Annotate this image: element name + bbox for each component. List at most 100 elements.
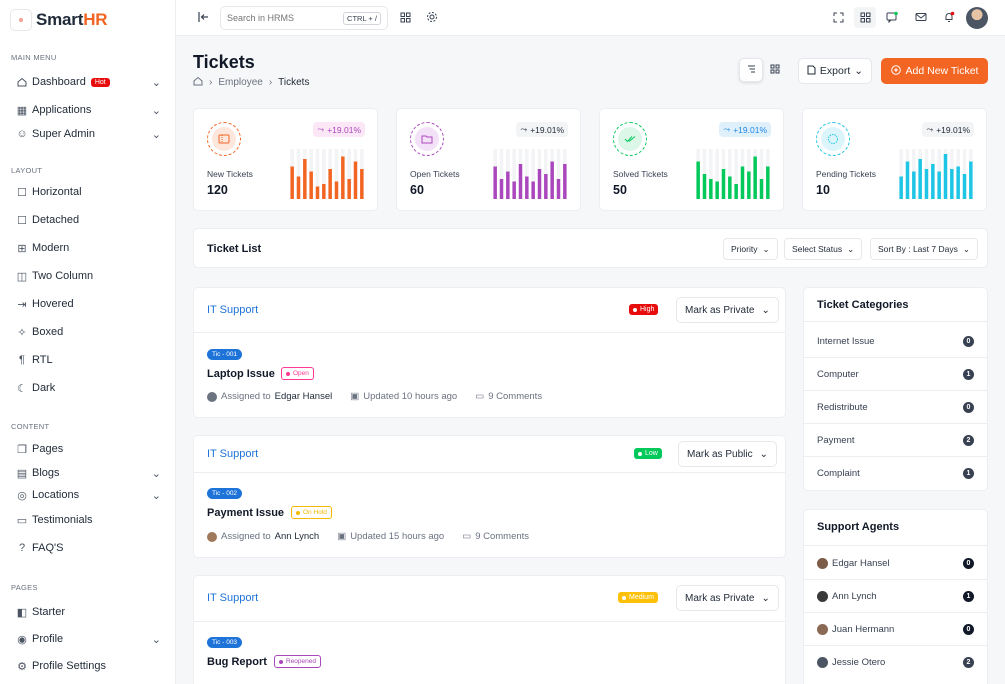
home-icon[interactable] [193, 76, 203, 89]
ticket-title[interactable]: Payment Issue [207, 507, 285, 519]
brand-logo[interactable]: SmartHR [10, 9, 108, 31]
support-agents-panel: Support Agents Edgar Hansel 0 Ann Lynch 1 … [803, 509, 988, 684]
bar [937, 171, 941, 199]
bar [360, 169, 364, 199]
trend-badge: ⤳ +19.01% [922, 122, 974, 137]
bar [734, 184, 738, 199]
ticket-category[interactable]: IT Support [207, 448, 259, 460]
bar [531, 181, 535, 199]
sidebar-item-rtl[interactable]: ¶ RTL [17, 350, 161, 370]
add-ticket-button[interactable]: Add New Ticket [881, 58, 988, 84]
priority-label: Medium [629, 594, 654, 601]
bell-icon[interactable] [942, 10, 956, 24]
sidebar-item-starter[interactable]: ◧ Starter [17, 602, 161, 622]
sidebar-item-modern[interactable]: ⊞ Modern [17, 238, 161, 258]
stat-card-solved-tickets: ⤳ +19.01% Solved Tickets 50 [599, 108, 784, 211]
category-item[interactable]: Computer 1 [804, 358, 987, 391]
user-avatar[interactable] [966, 7, 988, 29]
comments-count[interactable]: 9 Comments [475, 531, 530, 542]
bar [912, 171, 916, 199]
status-filter[interactable]: Select Status ⌄ [784, 238, 863, 260]
sidebar-item-super-admin[interactable]: ☺ Super Admin ⌄ [16, 124, 161, 144]
sidebar-item-pages[interactable]: ❐ Pages [17, 439, 161, 459]
agent-item[interactable]: Juan Hermann 0 [804, 613, 987, 646]
sidebar-item-dashboard[interactable]: Dashboard Hot ⌄ [17, 72, 161, 92]
bar-track [322, 149, 326, 199]
category-label: Complaint [817, 468, 860, 479]
sidebar-item-label: Locations [32, 489, 80, 501]
priority-badge: High [629, 304, 659, 315]
assignee-name[interactable]: Edgar Hansel [274, 391, 333, 402]
panel-title: Ticket Categories [817, 299, 909, 311]
search-box[interactable]: CTRL + / [220, 6, 388, 30]
list-view-button[interactable] [739, 58, 763, 82]
bar [905, 161, 910, 199]
export-dropdown[interactable]: Export ⌄ [798, 58, 872, 84]
agent-item[interactable]: Ann Lynch 1 [804, 580, 987, 613]
grid-icon[interactable] [398, 10, 412, 24]
bar-track [531, 149, 535, 199]
assigned-label: Assigned to [221, 391, 271, 402]
stat-value: 10 [816, 183, 830, 197]
status-badge: Reopened [274, 655, 321, 668]
ticket-title[interactable]: Laptop Issue [207, 368, 275, 380]
pages-icon: ❐ [17, 443, 27, 456]
sidebar-item-label: Horizontal [32, 186, 82, 198]
sidebar-item-testimonials[interactable]: ▭ Testimonials [17, 510, 161, 530]
collapse-sidebar-icon[interactable] [198, 11, 210, 23]
clock-dashed-icon [816, 122, 850, 156]
sidebar-item-profile-settings[interactable]: ⚙ Profile Settings [17, 656, 161, 676]
count-badge: 0 [963, 401, 974, 413]
sidebar-item-profile[interactable]: ◉ Profile ⌄ [17, 629, 161, 649]
stat-card-open-tickets: ⤳ +19.01% Open Tickets 60 [396, 108, 581, 211]
sidebar-item-faq[interactable]: ? FAQ'S [17, 538, 161, 558]
bar-track [347, 149, 351, 199]
sidebar-item-horizontal[interactable]: ☐ Horizontal [17, 182, 161, 202]
bar [918, 159, 922, 199]
panel-header: Ticket Categories [804, 288, 987, 322]
bar [943, 154, 948, 199]
search-input[interactable] [227, 13, 337, 23]
privacy-dropdown[interactable]: Mark as Public ⌄ [678, 441, 777, 467]
category-item[interactable]: Internet Issue 0 [804, 325, 987, 358]
privacy-label: Mark as Private [685, 592, 755, 604]
bar-track [315, 149, 320, 199]
question-icon: ? [18, 542, 26, 554]
chat-icon[interactable] [885, 10, 899, 24]
grid-view-button[interactable] [763, 58, 787, 82]
agent-item[interactable]: Edgar Hansel 0 [804, 547, 987, 580]
mail-icon[interactable] [914, 10, 928, 24]
sidebar-item-hovered[interactable]: ⇥ Hovered [17, 294, 161, 314]
sidebar-item-locations[interactable]: ◎ Locations ⌄ [17, 485, 161, 505]
category-label: Redistribute [817, 401, 868, 413]
assignee-name[interactable]: Ann Lynch [274, 531, 320, 542]
sidebar-item-applications[interactable]: ▦ Applications ⌄ [17, 100, 161, 120]
sidebar-item-detached[interactable]: ☐ Detached [17, 210, 161, 230]
comments-count[interactable]: 9 Comments [488, 391, 543, 402]
privacy-dropdown[interactable]: Mark as Private ⌄ [676, 585, 779, 611]
privacy-dropdown[interactable]: Mark as Private ⌄ [676, 297, 779, 323]
agent-item[interactable]: Jessie Otero 2 [804, 646, 987, 679]
bar [950, 169, 954, 199]
sidebar-item-label: Detached [32, 214, 80, 226]
sidebar-item-boxed[interactable]: ✧ Boxed [17, 322, 161, 342]
sidebar-item-two-column[interactable]: ◫ Two Column [17, 266, 161, 286]
sidebar-item-blogs[interactable]: ▤ Blogs ⌄ [17, 463, 161, 483]
breadcrumb-employee[interactable]: Employee [218, 77, 263, 88]
apps-grid-icon[interactable] [854, 7, 876, 28]
bar [753, 156, 757, 199]
settings-icon[interactable] [425, 10, 439, 24]
category-item[interactable]: Complaint 1 [804, 457, 987, 490]
sidebar-item-dark[interactable]: ☾ Dark [17, 378, 161, 398]
ticket-title[interactable]: Bug Report [207, 656, 267, 668]
avatar [207, 531, 217, 542]
ticket-category[interactable]: IT Support [207, 304, 259, 316]
priority-filter[interactable]: Priority ⌄ [723, 238, 778, 260]
bar-track [709, 149, 713, 199]
chevron-down-icon: ⌄ [761, 304, 770, 316]
category-item[interactable]: Redistribute 0 [804, 391, 987, 424]
fullscreen-icon[interactable] [831, 10, 845, 24]
category-item[interactable]: Payment 2 [804, 424, 987, 457]
sort-filter[interactable]: Sort By : Last 7 Days ⌄ [870, 238, 978, 260]
ticket-category[interactable]: IT Support [207, 592, 259, 604]
